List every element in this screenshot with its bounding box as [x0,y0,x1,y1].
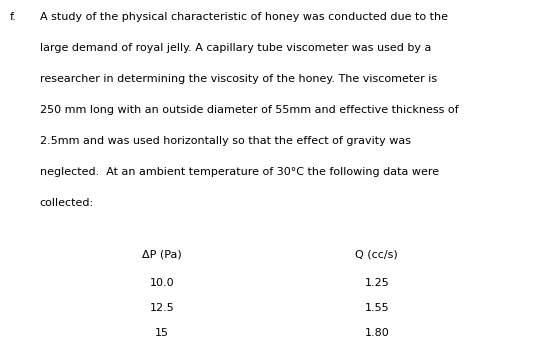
Text: 1.55: 1.55 [365,303,389,313]
Text: ΔP (Pa): ΔP (Pa) [142,249,182,259]
Text: 1.80: 1.80 [365,328,389,337]
Text: 1.25: 1.25 [365,278,389,288]
Text: 250 mm long with an outside diameter of 55mm and effective thickness of: 250 mm long with an outside diameter of … [40,105,458,115]
Text: 12.5: 12.5 [150,303,175,313]
Text: f.: f. [10,12,16,22]
Text: A study of the physical characteristic of honey was conducted due to the: A study of the physical characteristic o… [40,12,448,22]
Text: researcher in determining the viscosity of the honey. The viscometer is: researcher in determining the viscosity … [40,74,437,84]
Text: collected:: collected: [40,198,94,208]
Text: neglected.  At an ambient temperature of 30°C the following data were: neglected. At an ambient temperature of … [40,167,439,177]
Text: 10.0: 10.0 [150,278,174,288]
Text: large demand of royal jelly. A capillary tube viscometer was used by a: large demand of royal jelly. A capillary… [40,43,431,53]
Text: Q (cc/s): Q (cc/s) [355,249,398,259]
Text: 2.5mm and was used horizontally so that the effect of gravity was: 2.5mm and was used horizontally so that … [40,136,411,146]
Text: 15: 15 [155,328,169,337]
